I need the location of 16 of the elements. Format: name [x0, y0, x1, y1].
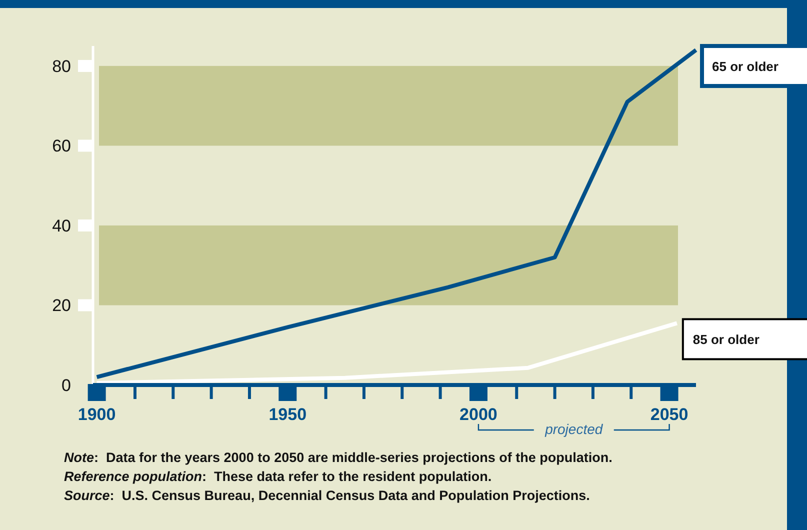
text: Reference population: These data refer to the resident population.	[64, 469, 492, 484]
x-tick-label: 1900	[78, 405, 116, 424]
y-tick-label: 80	[52, 56, 71, 76]
series-label: 65 or older	[712, 58, 778, 74]
y-tick-label: 0	[62, 376, 71, 395]
text: Note: Data for the years 2000 to 2050 are middle-series projections of the population.	[64, 450, 612, 465]
line-series	[94, 321, 679, 386]
series-label: 85 or older	[692, 332, 760, 348]
y-tick-label: 60	[52, 136, 71, 156]
x-tick-label: 2050	[650, 405, 688, 424]
source-note: Source: U.S. Census Bureau, Decennial Census Data and Population Projections.	[64, 488, 590, 503]
y-tick-label: 40	[52, 216, 71, 236]
x-tick-label: 1950	[268, 405, 307, 424]
text: projected	[544, 421, 604, 437]
x-tick-label: 2000	[460, 405, 498, 424]
y-tick-label: 20	[52, 296, 71, 316]
